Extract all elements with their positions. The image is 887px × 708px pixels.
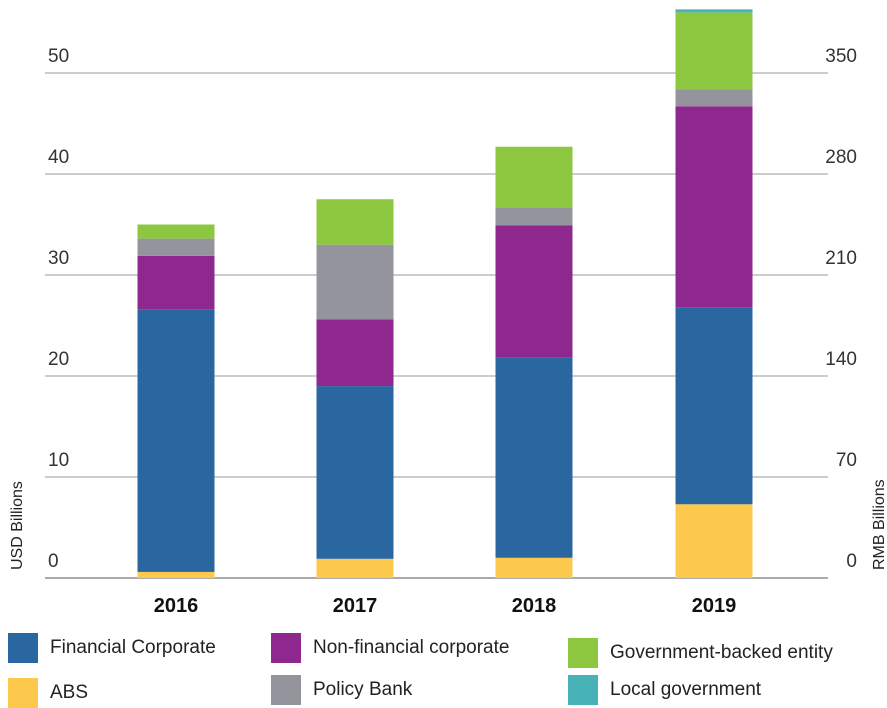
bar-segment <box>495 225 573 358</box>
y-axis-label-left: USD Billions <box>9 481 26 570</box>
bar-segment <box>675 307 753 505</box>
category-label: 2019 <box>692 595 737 617</box>
y-tick-label-right: 0 <box>846 551 857 572</box>
legend-swatch <box>568 638 598 668</box>
bar-segment <box>137 309 215 572</box>
legend-swatch <box>271 675 301 705</box>
legend-label: Local government <box>610 679 762 700</box>
bar-segment <box>675 12 753 90</box>
y-tick-label-right: 70 <box>836 450 857 471</box>
legend-label: Non-financial corporate <box>313 637 510 658</box>
bar-segment <box>495 207 573 226</box>
bar-segment <box>675 9 753 13</box>
bar-segment <box>137 224 215 239</box>
y-tick-label-right: 210 <box>825 248 857 269</box>
stacked-bar-chart: 0 10 20 30 40 50 0 70 140 210 280 350 2016 2017 2018… <box>9 9 887 617</box>
right-axis-ticks: 0 70 140 210 280 350 <box>825 46 857 572</box>
y-tick-label-right: 350 <box>825 46 857 67</box>
bar-segment <box>316 386 394 559</box>
y-tick-label-left: 0 <box>48 551 59 572</box>
legend-swatch <box>8 678 38 708</box>
category-label: 2016 <box>154 595 199 617</box>
bar-segment <box>675 106 753 308</box>
legend-label: ABS <box>50 682 89 703</box>
y-tick-label-left: 20 <box>48 349 69 370</box>
bar-segment <box>316 319 394 387</box>
category-label: 2018 <box>512 595 557 617</box>
y-tick-label-left: 30 <box>48 248 69 269</box>
y-tick-label-left: 10 <box>48 450 69 471</box>
y-tick-label-left: 50 <box>48 46 69 67</box>
category-label: 2017 <box>333 595 378 617</box>
legend-swatch <box>8 633 38 663</box>
bar-segment <box>137 255 215 310</box>
legend-swatch <box>568 675 598 705</box>
y-tick-label-right: 140 <box>825 349 857 370</box>
bar-segment <box>495 146 573 208</box>
legend-item-policy-bank: Policy Bank <box>271 675 412 705</box>
legend-label: Policy Bank <box>313 679 413 700</box>
legend-item-financial-corporate: Financial Corporate <box>8 633 216 663</box>
left-axis-ticks: 0 10 20 30 40 50 <box>48 46 69 572</box>
bar-segment <box>316 558 394 578</box>
bar-segment <box>137 571 215 578</box>
legend: Financial Corporate Non-financial corpor… <box>0 630 887 708</box>
bar-segment <box>495 357 573 558</box>
bar-segment <box>675 89 753 107</box>
legend-item-abs: ABS <box>8 678 88 708</box>
legend-swatch <box>271 633 301 663</box>
category-labels: 2016 2017 2018 2019 <box>154 595 737 617</box>
legend-item-government-backed-entity: Government-backed entity <box>568 638 833 668</box>
y-tick-label-right: 280 <box>825 147 857 168</box>
y-tick-label-left: 40 <box>48 147 69 168</box>
bars <box>137 9 753 578</box>
bar-segment <box>316 244 394 320</box>
bar-segment <box>137 238 215 256</box>
bar-segment <box>675 504 753 578</box>
y-axis-label-right: RMB Billions <box>871 479 887 570</box>
legend-label: Financial Corporate <box>50 637 216 658</box>
legend-item-non-financial-corporate: Non-financial corporate <box>271 633 509 663</box>
bar-segment <box>495 557 573 578</box>
bar-segment <box>316 199 394 245</box>
legend-item-local-government: Local government <box>568 675 761 705</box>
legend-label: Government-backed entity <box>610 642 833 663</box>
